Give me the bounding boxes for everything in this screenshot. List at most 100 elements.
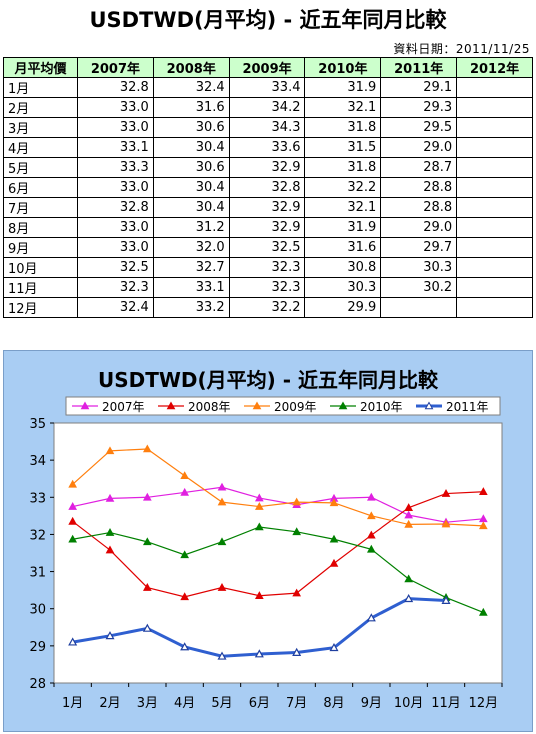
legend-marker bbox=[252, 401, 262, 410]
value-cell: 30.3 bbox=[380, 257, 458, 278]
data-date: 資料日期：2011/11/25 bbox=[393, 42, 530, 56]
legend-marker bbox=[166, 401, 176, 410]
table-row: 2月 33.0 31.6 34.2 32.1 29.3 bbox=[3, 97, 533, 118]
data-point bbox=[105, 446, 115, 455]
data-point bbox=[404, 593, 414, 603]
value-cell bbox=[380, 297, 458, 318]
line-chart: USDTWD(月平均) - 近五年同月比較 28 29 30 31 32 33 34 35 1月… bbox=[29, 368, 503, 711]
value-cell bbox=[456, 257, 533, 278]
column-header: 2009年 bbox=[228, 57, 306, 78]
data-point bbox=[105, 493, 115, 502]
legend-label: 2011年 bbox=[446, 400, 489, 414]
table-row: 10月 32.5 32.7 32.3 30.8 30.3 bbox=[3, 257, 533, 278]
legend-label: 2007年 bbox=[102, 400, 145, 414]
x-tick-label: 6月 bbox=[249, 696, 270, 711]
data-point bbox=[329, 642, 339, 652]
value-cell: 33.2 bbox=[152, 297, 230, 318]
y-tick-label: 29 bbox=[29, 640, 46, 655]
table-row: 5月 33.3 30.6 32.9 31.8 28.7 bbox=[3, 157, 533, 178]
data-point bbox=[217, 482, 227, 491]
month-cell: 3月 bbox=[3, 117, 78, 138]
data-point bbox=[366, 544, 376, 553]
data-point bbox=[68, 637, 78, 646]
series-line-2010年 bbox=[72, 526, 484, 613]
value-cell: 32.5 bbox=[228, 237, 306, 258]
legend-item: 2009年 bbox=[244, 400, 317, 414]
data-point bbox=[366, 492, 376, 501]
value-cell bbox=[456, 237, 533, 258]
data-point bbox=[404, 574, 414, 583]
value-cell: 30.2 bbox=[380, 277, 458, 298]
month-cell: 4月 bbox=[3, 137, 78, 158]
value-cell: 32.3 bbox=[228, 277, 306, 298]
value-cell: 32.8 bbox=[228, 177, 306, 198]
legend-item: 2010年 bbox=[330, 400, 403, 414]
value-cell bbox=[456, 297, 533, 318]
month-cell: 12月 bbox=[3, 297, 78, 318]
data-point bbox=[254, 502, 264, 510]
value-cell: 28.7 bbox=[380, 157, 458, 178]
value-cell: 31.9 bbox=[304, 77, 382, 98]
column-header: 月平均價 bbox=[3, 57, 78, 78]
table-row: 9月 33.0 32.0 32.5 31.6 29.7 bbox=[3, 237, 533, 258]
data-point bbox=[292, 588, 302, 597]
table-row: 8月 33.0 31.2 32.9 31.9 29.0 bbox=[3, 217, 533, 238]
month-cell: 10月 bbox=[3, 257, 78, 278]
value-cell: 30.6 bbox=[152, 157, 230, 178]
column-header: 2012年 bbox=[456, 57, 533, 78]
column-header: 2007年 bbox=[77, 57, 154, 78]
value-cell bbox=[456, 97, 533, 118]
data-point bbox=[441, 489, 451, 497]
legend-marker bbox=[424, 401, 434, 410]
x-tick-label: 2月 bbox=[99, 696, 120, 711]
legend-box bbox=[65, 396, 501, 416]
table-row: 3月 33.0 30.6 34.3 31.8 29.5 bbox=[3, 117, 533, 138]
x-tick-label: 10月 bbox=[394, 696, 424, 711]
data-point bbox=[217, 583, 227, 591]
column-header: 2011年 bbox=[380, 57, 458, 78]
data-point bbox=[142, 583, 152, 591]
value-cell: 32.5 bbox=[77, 257, 154, 278]
data-point bbox=[142, 623, 152, 632]
series-line-2007年 bbox=[72, 486, 484, 523]
value-cell: 33.4 bbox=[228, 77, 306, 98]
value-cell: 30.3 bbox=[304, 277, 382, 298]
table-row: 1月 32.8 32.4 33.4 31.9 29.1 bbox=[3, 77, 533, 98]
data-point bbox=[105, 545, 115, 554]
data-point bbox=[180, 471, 190, 480]
table-row: 4月 33.1 30.4 33.6 31.5 29.0 bbox=[3, 137, 533, 158]
data-point bbox=[366, 613, 376, 622]
data-point bbox=[366, 511, 376, 520]
value-cell: 30.4 bbox=[152, 177, 230, 198]
data-point bbox=[142, 444, 152, 453]
data-point bbox=[441, 595, 451, 604]
data-point bbox=[68, 534, 78, 543]
data-point bbox=[180, 642, 190, 651]
legend-label: 2009年 bbox=[274, 400, 317, 414]
value-cell: 31.6 bbox=[304, 237, 382, 258]
table-row: 7月 32.8 30.4 32.9 32.1 28.8 bbox=[3, 197, 533, 218]
value-cell: 32.8 bbox=[77, 197, 154, 218]
value-cell: 32.4 bbox=[77, 297, 154, 318]
value-cell bbox=[456, 157, 533, 178]
legend-marker bbox=[80, 401, 90, 410]
value-cell: 29.0 bbox=[380, 137, 458, 158]
month-cell: 9月 bbox=[3, 237, 78, 258]
value-cell: 31.9 bbox=[304, 217, 382, 238]
x-tick-label: 12月 bbox=[469, 696, 499, 711]
table-row: 6月 33.0 30.4 32.8 32.2 28.8 bbox=[3, 177, 533, 198]
value-cell: 32.9 bbox=[228, 217, 306, 238]
monthly-average-table: 月平均價 2007年 2008年 2009年 2010年 2011年 2012年… bbox=[3, 57, 533, 318]
legend-item: 2007年 bbox=[72, 400, 145, 414]
legend-label: 2008年 bbox=[188, 400, 231, 414]
data-point bbox=[441, 519, 451, 528]
data-point bbox=[180, 592, 190, 601]
x-tick-label: 4月 bbox=[174, 696, 195, 711]
data-point bbox=[105, 631, 115, 640]
value-cell: 28.8 bbox=[380, 197, 458, 218]
value-cell: 33.0 bbox=[77, 217, 154, 238]
month-cell: 6月 bbox=[3, 177, 78, 198]
column-header: 2010年 bbox=[304, 57, 382, 78]
value-cell: 32.8 bbox=[77, 77, 154, 98]
month-cell: 7月 bbox=[3, 197, 78, 218]
